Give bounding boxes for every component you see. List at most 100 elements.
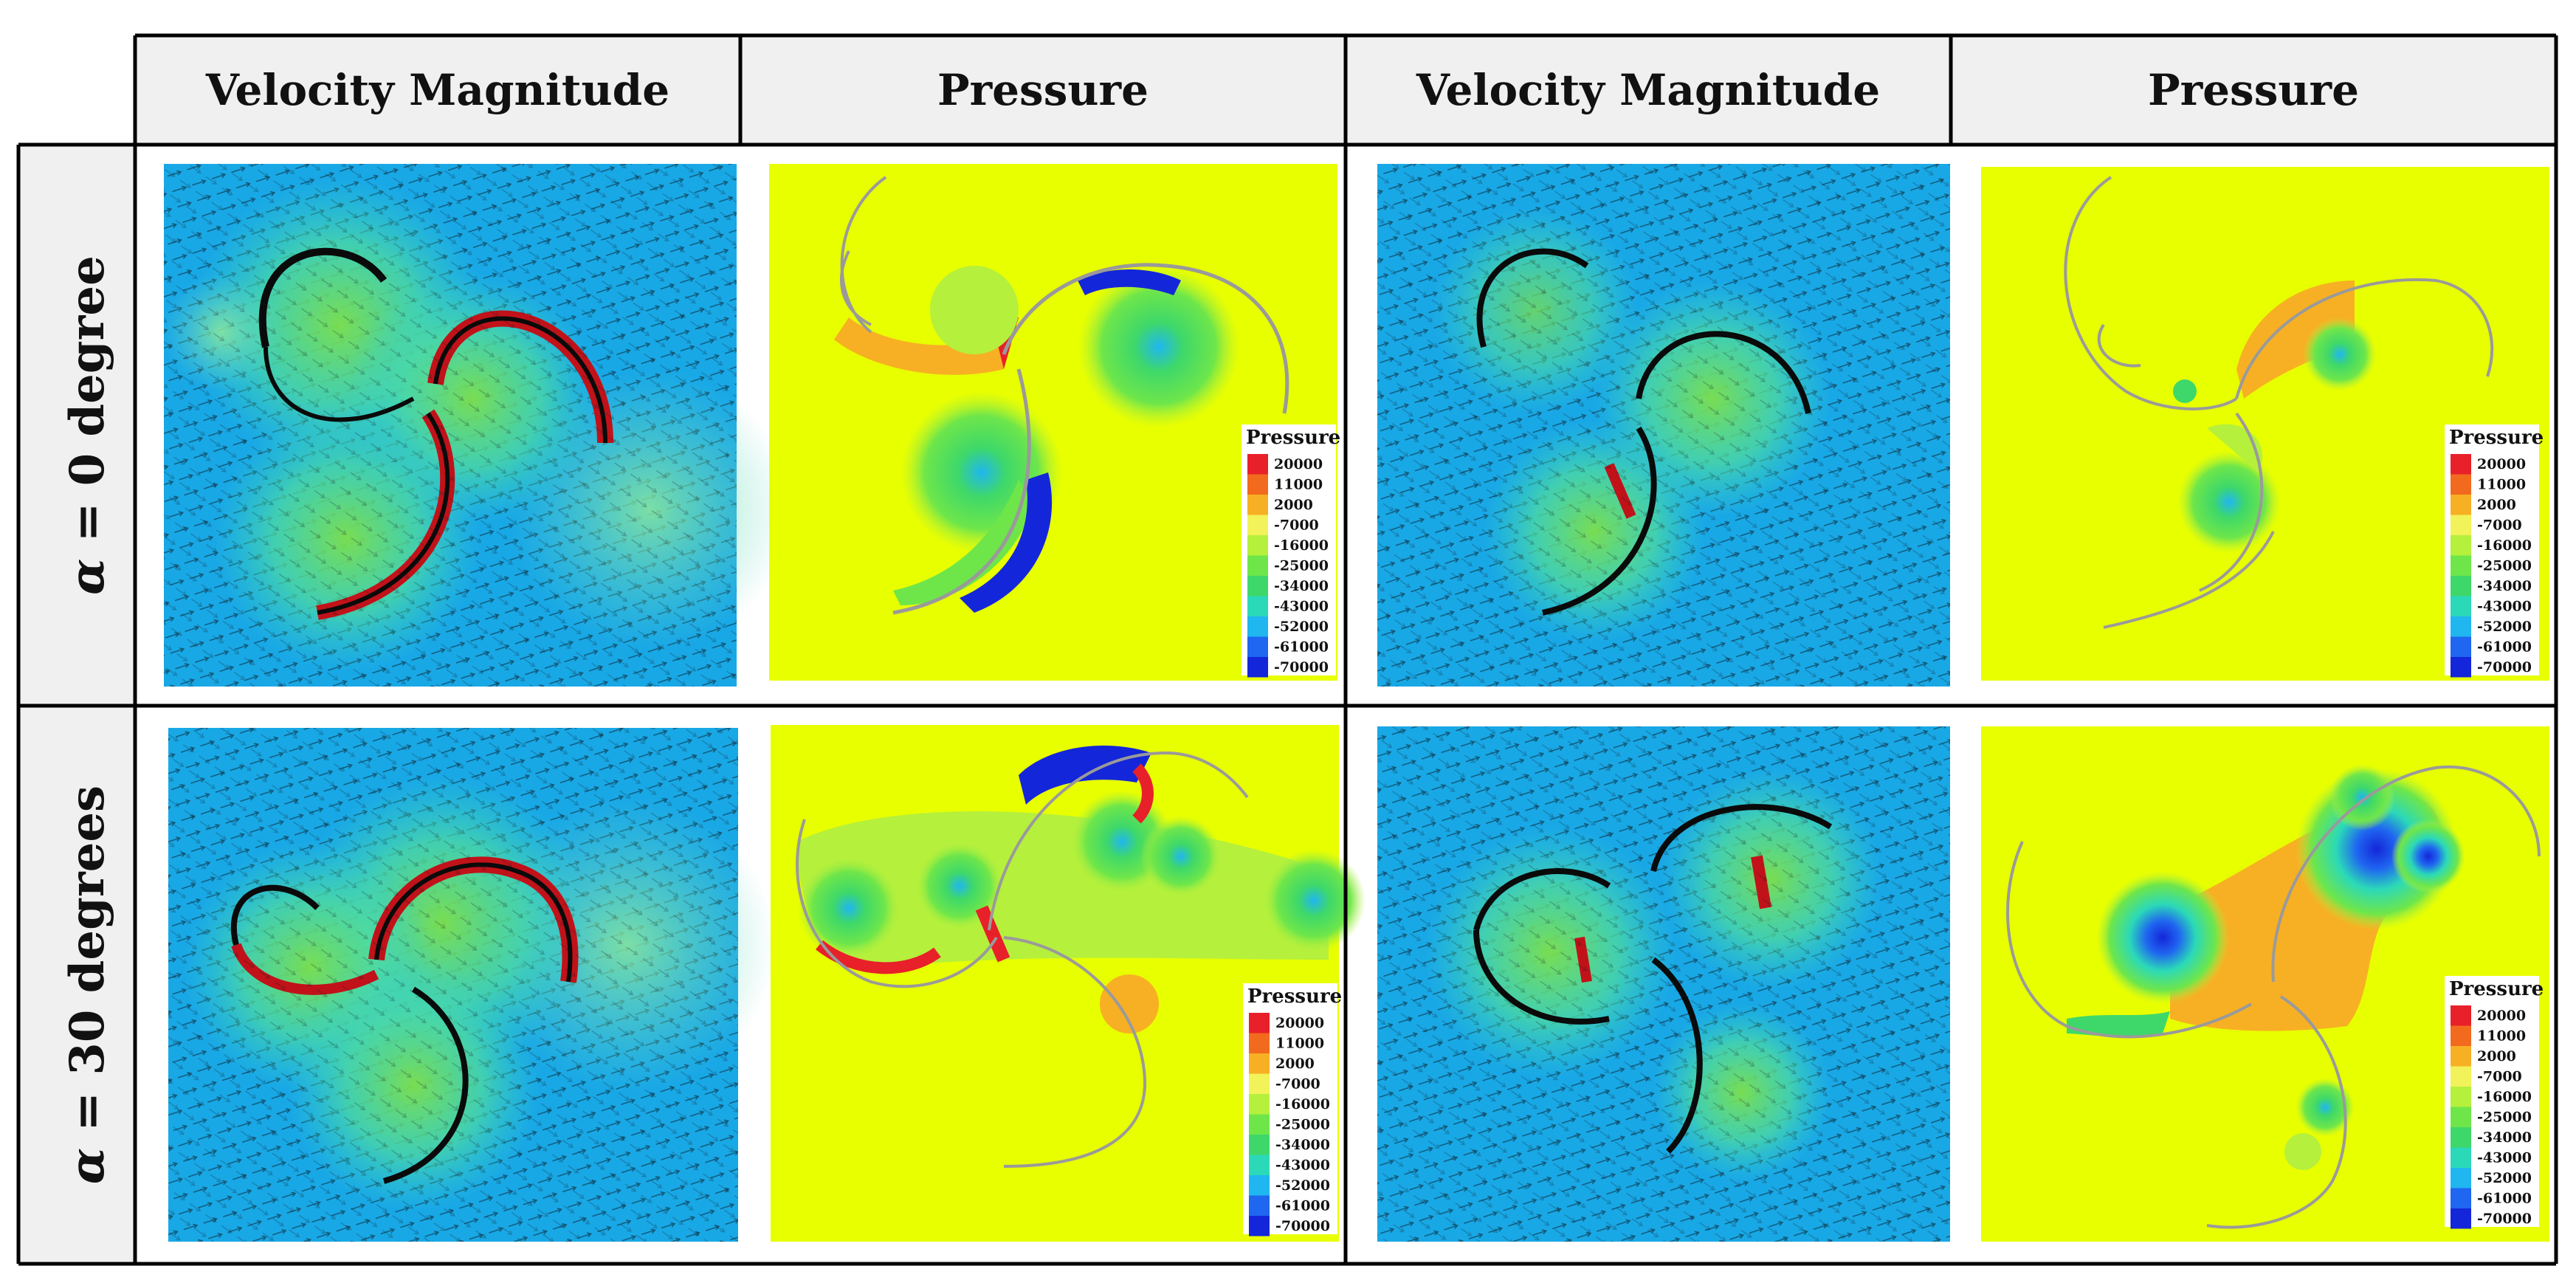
legend-value: -7000 — [2477, 517, 2522, 534]
legend-value: -61000 — [2477, 639, 2532, 656]
legend-value: 2000 — [2477, 1048, 2516, 1064]
header-row: Velocity Magnitude Pressure Velocity Mag… — [135, 35, 2556, 145]
legend-value: -16000 — [1274, 537, 1329, 554]
row-headers: α = 0 degree α = 30 degrees — [18, 145, 135, 1264]
legend-swatch — [2451, 596, 2471, 616]
legend-value: -70000 — [1275, 1218, 1330, 1234]
legend-value: -43000 — [2477, 599, 2532, 615]
legend-swatch — [2451, 515, 2471, 535]
row-header-alpha-0: α = 0 degree — [60, 255, 115, 595]
legend-swatch — [2451, 1208, 2471, 1229]
legend-value: -70000 — [2477, 1211, 2532, 1227]
legend-swatch — [2451, 1147, 2471, 1168]
legend-value: -7000 — [2477, 1069, 2522, 1085]
header-cell-2 — [740, 35, 1346, 145]
legend-value: 2000 — [1274, 497, 1313, 513]
legend-value: -34000 — [1274, 578, 1329, 594]
legend-swatch — [2451, 474, 2471, 495]
legend-swatch — [1249, 1033, 1270, 1053]
legend-swatch — [1249, 1135, 1270, 1155]
legend-swatch — [1249, 1175, 1270, 1196]
legend-value: -16000 — [2477, 537, 2532, 554]
legend-value: -16000 — [2477, 1089, 2532, 1105]
velocity-plot-row1-col3 — [1377, 164, 1950, 687]
legend-value: -43000 — [2477, 1150, 2532, 1166]
legend-swatch — [1249, 1195, 1270, 1216]
legend-swatch — [1247, 515, 1268, 535]
legend-swatch — [1247, 657, 1268, 678]
legend-swatch — [1249, 1155, 1270, 1175]
legend-swatch — [1247, 616, 1268, 637]
legend-value: -52000 — [2477, 619, 2532, 635]
legend-value: -25000 — [2477, 558, 2532, 574]
legend-swatch — [1247, 596, 1268, 616]
legend-value: -34000 — [2477, 1129, 2532, 1146]
legend-value: -61000 — [1274, 639, 1329, 656]
column-header-velocity-1: Velocity Magnitude — [205, 65, 669, 115]
legend-swatch — [1247, 454, 1268, 475]
legend-value: -43000 — [1275, 1158, 1330, 1174]
legend-value: -52000 — [2477, 1170, 2532, 1186]
row-header-cell-1 — [18, 145, 135, 706]
legend-swatch — [2451, 1025, 2471, 1046]
legend-swatch — [2451, 454, 2471, 475]
table-grid — [16, 33, 2558, 1266]
legend-swatch — [2451, 576, 2471, 596]
legend-swatch — [2451, 1168, 2471, 1189]
legend-swatch — [1249, 1216, 1270, 1236]
legend-value: -7000 — [1275, 1076, 1320, 1093]
legend-swatch — [1247, 474, 1268, 495]
legend-swatch — [2451, 657, 2471, 678]
legend-value: -61000 — [1275, 1198, 1330, 1214]
legend-value: -70000 — [2477, 659, 2532, 675]
legend-value: -34000 — [2477, 578, 2532, 594]
legend-swatch — [1249, 1073, 1270, 1094]
row-header-cell-2 — [18, 706, 135, 1264]
legend-value: 11000 — [1275, 1036, 1324, 1052]
legend-value: -52000 — [1274, 619, 1329, 635]
legend-swatch — [1247, 576, 1268, 596]
row-header-alpha-30: α = 30 degrees — [60, 785, 115, 1184]
legend-value: 20000 — [2477, 1008, 2526, 1024]
legend-value: 2000 — [1275, 1056, 1315, 1072]
legend-value: 11000 — [1274, 477, 1323, 493]
legend-swatch — [1249, 1053, 1270, 1074]
legend-value: 11000 — [2477, 1028, 2526, 1045]
legend-value: -25000 — [1275, 1117, 1330, 1133]
legend-title: Pressure — [2449, 427, 2544, 449]
legend-swatch — [1249, 1094, 1270, 1115]
legend-swatch — [2451, 1046, 2471, 1067]
legend-value: 20000 — [1274, 456, 1323, 472]
header-cell-1 — [135, 35, 740, 145]
pressure-legend-row1-col2: Pressure 20000 11000 2000 -7000 -16000 -25000 -… — [1241, 424, 1340, 678]
legend-swatch — [1249, 1013, 1270, 1033]
legend-value: -16000 — [1275, 1096, 1330, 1112]
legend-swatch — [1249, 1114, 1270, 1135]
legend-swatch — [2451, 1188, 2471, 1208]
legend-value: -25000 — [1274, 558, 1329, 574]
pressure-legend-row2-col2: Pressure 20000 11000 2000 -7000 -16000 -25000 -… — [1243, 983, 1342, 1236]
column-header-pressure-2: Pressure — [2148, 65, 2359, 115]
legend-value: 20000 — [1275, 1015, 1324, 1031]
legend-value: -34000 — [1275, 1137, 1330, 1153]
legend-swatch — [2451, 535, 2471, 556]
pressure-legend-row2-col4: Pressure 20000 11000 2000 -7000 -16000 -25000 -… — [2445, 976, 2544, 1229]
legend-swatch — [1247, 535, 1268, 556]
column-header-velocity-2: Velocity Magnitude — [1416, 65, 1880, 115]
legend-swatch — [2451, 1107, 2471, 1127]
legend-swatch — [1247, 555, 1268, 576]
legend-swatch — [1247, 495, 1268, 515]
legend-value: 11000 — [2477, 477, 2526, 493]
legend-title: Pressure — [2449, 978, 2544, 1000]
legend-swatch — [2451, 616, 2471, 637]
legend-value: 2000 — [2477, 497, 2516, 513]
legend-value: -25000 — [2477, 1110, 2532, 1126]
legend-value: 20000 — [2477, 456, 2526, 472]
legend-swatch — [2451, 636, 2471, 657]
legend-swatch — [1247, 636, 1268, 657]
legend-swatch — [2451, 555, 2471, 576]
legend-value: -70000 — [1274, 659, 1329, 675]
legend-title: Pressure — [1247, 986, 1342, 1008]
legend-title: Pressure — [1246, 427, 1340, 449]
